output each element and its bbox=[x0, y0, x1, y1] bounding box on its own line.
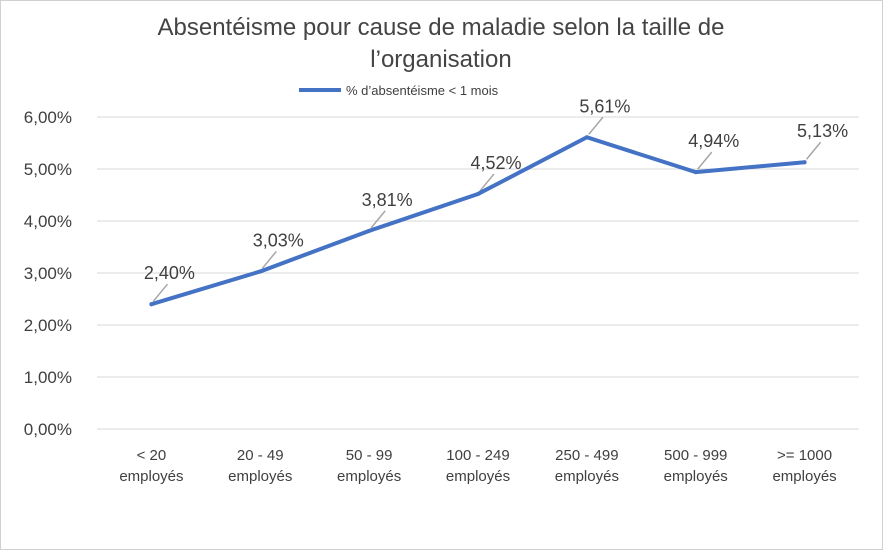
x-tick-label: 100 - 249 employés bbox=[446, 447, 510, 485]
y-tick-label: 1,00% bbox=[24, 368, 72, 387]
x-tick-label: 250 - 499 employés bbox=[555, 447, 619, 485]
data-label: 3,03% bbox=[253, 230, 304, 250]
data-label: 4,94% bbox=[688, 131, 739, 151]
leader-line bbox=[261, 250, 277, 269]
data-point bbox=[367, 228, 372, 233]
x-tick-label: 20 - 49 employés bbox=[228, 447, 292, 485]
leader-line bbox=[697, 151, 713, 170]
data-point bbox=[584, 135, 589, 140]
y-tick-label: 0,00% bbox=[24, 420, 72, 439]
legend-label: % d’absentéisme < 1 mois bbox=[346, 83, 499, 98]
leader-line bbox=[479, 173, 495, 192]
chart-title-line2: l’organisation bbox=[370, 46, 511, 73]
data-point bbox=[149, 302, 154, 307]
data-point bbox=[693, 170, 698, 175]
data-label: 5,61% bbox=[579, 96, 630, 116]
y-tick-label: 3,00% bbox=[24, 264, 72, 283]
leader-line bbox=[588, 116, 604, 135]
leader-line bbox=[152, 283, 169, 302]
data-point bbox=[802, 160, 807, 165]
data-label: 2,40% bbox=[144, 263, 195, 283]
data-label: 5,13% bbox=[797, 121, 848, 141]
y-tick-label: 5,00% bbox=[24, 160, 72, 179]
x-tick-label: 500 - 999 employés bbox=[664, 447, 728, 485]
data-labels: 2,40% 3,03% 3,81% 4,52% 5,61% 4,94% 5,13% bbox=[144, 96, 848, 283]
x-tick-label: < 20 employés bbox=[119, 447, 183, 485]
data-point bbox=[476, 191, 480, 196]
y-axis-tick-labels: 0,00% 1,00% 2,00% 3,00% 4,00% 5,00% 6,00% bbox=[24, 108, 72, 439]
legend: % d’absentéisme < 1 mois bbox=[299, 83, 499, 98]
data-label: 3,81% bbox=[362, 190, 413, 210]
leader-line bbox=[370, 210, 386, 229]
series-group bbox=[149, 135, 807, 307]
x-tick-label: >= 1000 employés bbox=[772, 447, 836, 485]
chart-title-line1: Absentéisme pour cause de maladie selon … bbox=[157, 14, 724, 41]
data-label-leader-lines bbox=[152, 116, 822, 302]
x-tick-label: 50 - 99 employés bbox=[337, 447, 401, 485]
x-axis-tick-labels: < 20 employés 20 - 49 employés 50 - 99 employ… bbox=[119, 447, 836, 485]
data-point bbox=[258, 269, 263, 274]
y-tick-label: 6,00% bbox=[24, 108, 72, 127]
gridlines bbox=[97, 116, 859, 430]
leader-line bbox=[805, 141, 822, 160]
data-label: 4,52% bbox=[470, 153, 521, 173]
y-tick-label: 4,00% bbox=[24, 212, 72, 231]
y-tick-label: 2,00% bbox=[24, 316, 72, 335]
